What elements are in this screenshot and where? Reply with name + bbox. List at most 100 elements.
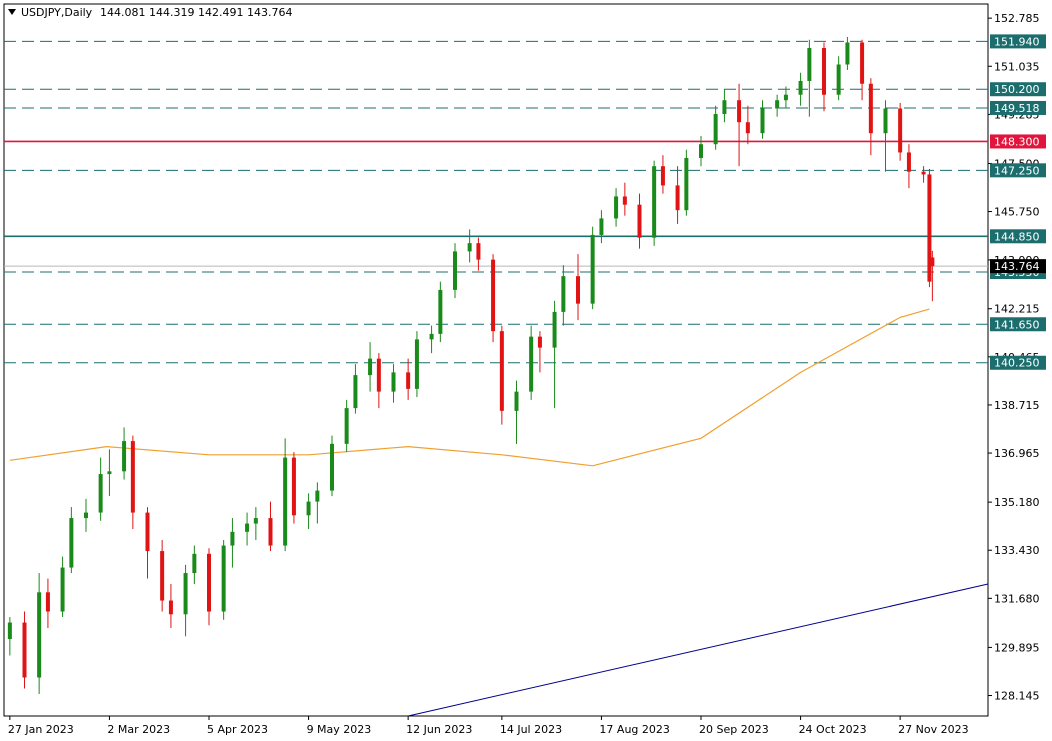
candle	[622, 182, 627, 216]
candle-body	[699, 144, 703, 158]
candle	[84, 498, 88, 532]
candle	[406, 358, 411, 400]
candle-body	[737, 100, 742, 123]
x-tick-label: 27 Jan 2023	[8, 723, 74, 736]
candle	[467, 229, 472, 263]
candle	[429, 325, 434, 354]
candle-body	[652, 166, 657, 238]
candle-body	[291, 457, 296, 516]
candle-body	[476, 243, 481, 260]
candle	[921, 166, 926, 183]
candle	[330, 435, 334, 497]
candle-body	[637, 204, 642, 238]
candle	[168, 584, 173, 629]
level-price-tag	[990, 355, 1046, 370]
candle-body	[927, 174, 932, 282]
candle-body	[98, 474, 103, 513]
candle-body	[122, 441, 127, 472]
price-axis: 152.785151.035149.285147.500145.750143.9…	[988, 12, 1046, 703]
candle-body	[860, 42, 865, 84]
candle	[221, 540, 226, 620]
candle-body	[453, 251, 457, 290]
horizontal-levels	[4, 40, 988, 364]
x-tick-label: 24 Oct 2023	[799, 723, 867, 736]
candle	[798, 72, 803, 106]
candle	[207, 548, 211, 626]
candle	[599, 210, 604, 244]
candle-body	[491, 259, 496, 332]
y-tick-label: 136.965	[994, 447, 1040, 460]
candle-body	[414, 339, 419, 389]
candle-body	[713, 113, 718, 145]
level-price-label: 140.250	[994, 357, 1040, 370]
candle	[783, 86, 788, 109]
candle-body	[561, 276, 566, 312]
candle-body	[45, 592, 50, 612]
candle	[283, 438, 288, 552]
candle	[590, 226, 595, 310]
chevron-down-icon[interactable]	[8, 9, 16, 15]
level-price-label: 147.250	[994, 164, 1040, 177]
candle	[927, 168, 932, 288]
candle-body	[37, 592, 42, 678]
level-price-label: 148.300	[994, 135, 1040, 148]
candle-body	[921, 171, 926, 175]
candle	[652, 160, 657, 246]
candle	[130, 435, 135, 530]
date-axis: 27 Jan 2023 2 Mar 2023 5 Apr 2023 9 May 202…	[8, 716, 969, 736]
candle-body	[775, 100, 780, 109]
candle-body	[599, 218, 604, 235]
moving-average-line	[9, 308, 930, 467]
candle	[60, 556, 65, 618]
candle	[576, 254, 580, 321]
candle-body	[883, 108, 888, 134]
candle	[453, 243, 457, 299]
x-tick-label: 14 Jul 2023	[500, 723, 562, 736]
candle-body	[69, 518, 74, 568]
candle	[344, 399, 349, 453]
candle	[684, 149, 689, 216]
candle	[722, 89, 727, 123]
candle-body	[614, 196, 619, 219]
candle-body	[245, 523, 250, 532]
candle	[836, 56, 841, 101]
candle	[315, 482, 320, 524]
candle-body	[253, 518, 258, 524]
candle-body	[168, 600, 173, 615]
plot-area	[3, 3, 989, 717]
candle-body	[783, 94, 788, 101]
x-tick-label: 27 Nov 2023	[898, 723, 968, 736]
level-price-label: 141.650	[994, 318, 1040, 331]
candle-body	[499, 331, 504, 411]
candle-body	[160, 551, 165, 601]
candle-body	[230, 531, 235, 546]
candle	[930, 250, 935, 302]
candle-body	[836, 64, 841, 95]
candle	[537, 331, 542, 373]
candle-body	[368, 358, 373, 376]
candle-body	[130, 441, 135, 513]
candle-body	[330, 443, 334, 491]
candle	[807, 39, 812, 117]
level-price-label: 150.200	[994, 83, 1040, 96]
candle	[529, 325, 534, 400]
candle	[898, 102, 903, 161]
candle	[491, 254, 496, 343]
y-tick-label: 138.715	[994, 399, 1040, 412]
level-price-tag	[990, 100, 1046, 115]
candle	[122, 427, 127, 480]
candle-body	[684, 157, 689, 211]
candle-body	[845, 42, 850, 65]
candle	[69, 507, 74, 574]
level-price-label: 151.940	[994, 35, 1040, 48]
candle	[737, 83, 742, 167]
level-price-tag	[990, 317, 1046, 332]
y-tick-label: 133.430	[994, 544, 1040, 557]
candle-body	[7, 622, 12, 640]
candle	[822, 42, 826, 112]
candle-body	[675, 185, 680, 211]
candle-body	[391, 372, 396, 392]
y-tick-label: 142.215	[994, 303, 1040, 316]
candle-body	[268, 518, 273, 546]
